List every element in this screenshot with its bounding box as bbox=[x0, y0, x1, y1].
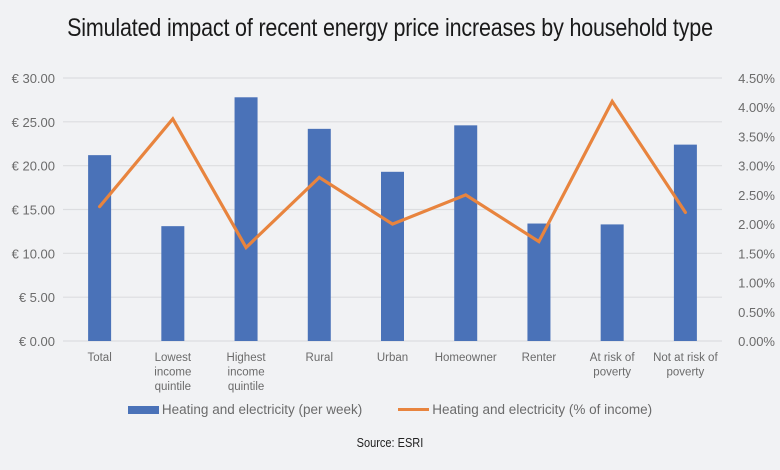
legend-item-bar-series: Heating and electricity (per week) bbox=[127, 402, 363, 417]
category-label-line: Not at risk of bbox=[653, 352, 718, 364]
category-label-line: Highest bbox=[227, 352, 267, 364]
right-axis-tick-label: 2.00% bbox=[738, 217, 775, 232]
category-label-line: Rural bbox=[306, 352, 333, 364]
source-note: Source: ESRI bbox=[356, 436, 424, 450]
category-label-line: At risk of bbox=[590, 352, 636, 364]
bar bbox=[673, 144, 697, 341]
left-axis-tick-label: € 15.00 bbox=[12, 203, 55, 218]
bar bbox=[600, 224, 624, 341]
category-label-line: quintile bbox=[228, 381, 264, 393]
chart-plot: € 0.00 € 5.00 € 10.00 € 15.00 € 20.00 € 25.00… bbox=[12, 71, 776, 393]
category-label-line: income bbox=[154, 367, 191, 379]
category-label-line: poverty bbox=[593, 367, 631, 379]
category-label-line: Total bbox=[87, 352, 111, 364]
right-axis-tick-label: 4.00% bbox=[738, 100, 775, 115]
right-axis-tick-label: 3.00% bbox=[738, 159, 775, 174]
legend: Heating and electricity (per week) Heati… bbox=[0, 402, 780, 417]
legend-label-bar-series: Heating and electricity (per week) bbox=[161, 402, 363, 417]
category-label-line: poverty bbox=[667, 367, 705, 379]
right-axis-tick-label: 2.50% bbox=[738, 188, 775, 203]
left-axis-tick-label: € 20.00 bbox=[12, 159, 55, 174]
bar bbox=[381, 171, 404, 341]
category-label: At risk of poverty bbox=[590, 352, 636, 379]
right-axis-tick-label: 4.50% bbox=[738, 71, 775, 86]
legend-item-line-series: Heating and electricity (% of income) bbox=[398, 402, 652, 417]
category-label: Not at risk of poverty bbox=[653, 352, 718, 379]
chart-title: Simulated impact of recent energy price … bbox=[67, 14, 713, 42]
category-label: Renter bbox=[522, 352, 557, 364]
right-axis-tick-label: 0.50% bbox=[738, 305, 775, 320]
category-label-line: Urban bbox=[377, 352, 408, 364]
bar bbox=[161, 226, 185, 341]
category-label-line: quintile bbox=[155, 381, 191, 393]
category-label: Total bbox=[87, 352, 111, 364]
category-label-line: Lowest bbox=[155, 352, 192, 364]
legend-swatch-line bbox=[398, 408, 430, 411]
category-label: Homeowner bbox=[435, 352, 497, 364]
left-axis-tick-label: € 25.00 bbox=[12, 115, 55, 130]
bar bbox=[234, 97, 258, 341]
category-label: Lowest income quintile bbox=[154, 352, 192, 393]
category-label: Rural bbox=[306, 352, 333, 364]
right-axis-tick-label: 1.00% bbox=[738, 276, 775, 291]
legend-swatch-bar bbox=[127, 405, 159, 414]
right-axis-tick-label: 0.00% bbox=[738, 334, 775, 349]
bar bbox=[307, 128, 331, 341]
bar bbox=[88, 155, 112, 341]
left-axis-tick-label: € 10.00 bbox=[12, 246, 55, 261]
left-axis-tick-label: € 0.00 bbox=[19, 334, 55, 349]
category-label-line: Renter bbox=[522, 352, 557, 364]
category-label-line: Homeowner bbox=[435, 352, 497, 364]
right-axis-tick-label: 1.50% bbox=[738, 246, 775, 261]
category-label: Highest income quintile bbox=[227, 352, 267, 393]
category-label-line: income bbox=[228, 367, 265, 379]
bar bbox=[454, 125, 478, 341]
bar bbox=[527, 223, 551, 341]
right-axis-tick-label: 3.50% bbox=[738, 129, 775, 144]
left-axis-tick-label: € 5.00 bbox=[19, 290, 55, 305]
left-axis-tick-label: € 30.00 bbox=[12, 71, 55, 86]
legend-label-line-series: Heating and electricity (% of income) bbox=[432, 402, 653, 417]
category-label: Urban bbox=[377, 352, 408, 364]
